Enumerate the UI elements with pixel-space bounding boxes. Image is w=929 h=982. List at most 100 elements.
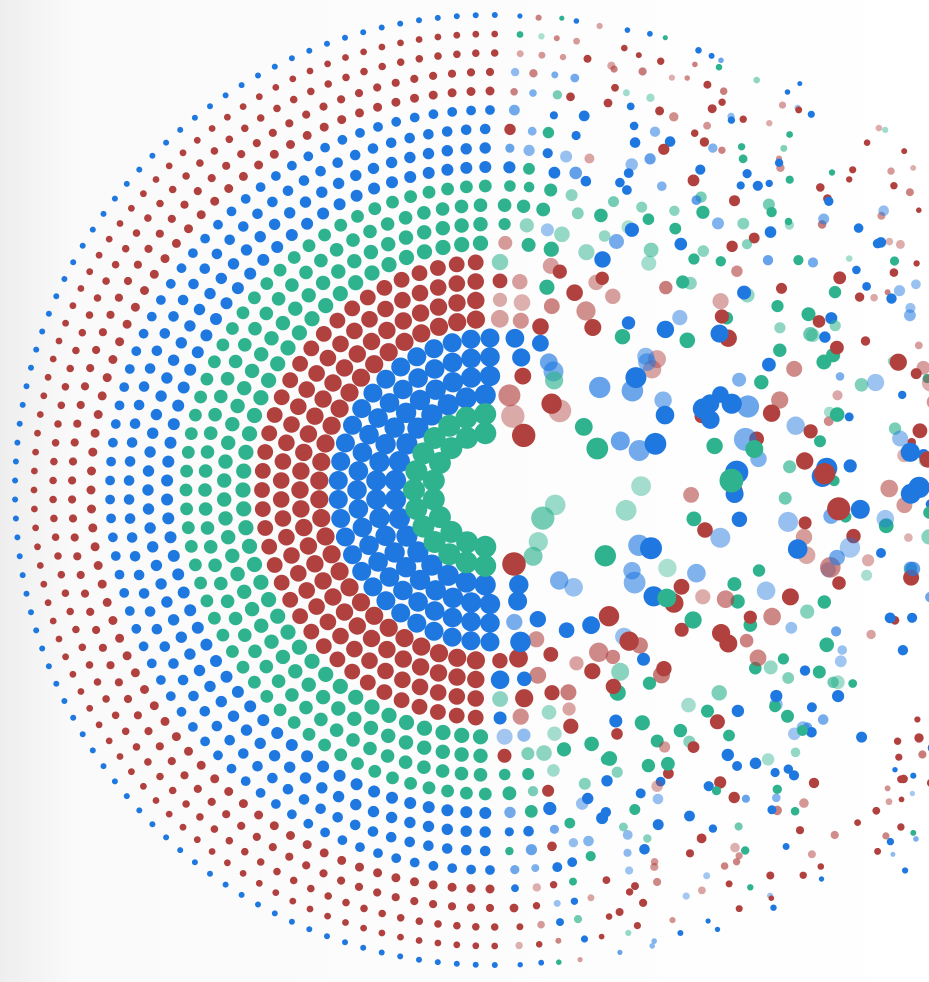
dot (416, 55, 424, 63)
dot (684, 75, 690, 81)
dot (72, 347, 80, 355)
dot (434, 52, 442, 60)
dot (503, 161, 515, 173)
dot (505, 847, 513, 855)
dot (716, 64, 723, 71)
dot (117, 753, 124, 760)
dot (360, 290, 376, 306)
dot (572, 207, 584, 219)
dot (397, 914, 405, 922)
dot (361, 311, 378, 328)
dot (555, 938, 561, 944)
dot (40, 392, 47, 399)
dot (718, 58, 724, 64)
dot (474, 198, 488, 212)
dot (217, 492, 231, 506)
dot (307, 68, 314, 75)
dot (386, 812, 397, 823)
dot (608, 196, 619, 207)
dot (556, 918, 564, 926)
dot (50, 356, 57, 363)
dot (255, 463, 271, 479)
dot (472, 942, 479, 949)
dot (586, 438, 608, 460)
dot (188, 248, 198, 258)
dot (913, 423, 928, 438)
dot (238, 445, 253, 460)
dot (623, 89, 630, 96)
dot (314, 254, 328, 268)
dot (212, 249, 223, 260)
dot (270, 821, 279, 830)
dot (910, 830, 916, 836)
dot (161, 494, 173, 506)
dot (712, 217, 724, 229)
dot (504, 180, 516, 192)
dot (37, 411, 44, 418)
dot (150, 701, 159, 710)
dot (302, 861, 310, 869)
dot (342, 939, 348, 945)
dot (256, 788, 266, 798)
dot (254, 347, 268, 361)
dot (364, 699, 379, 714)
dot (344, 301, 360, 317)
dot (270, 356, 285, 371)
dot (224, 859, 231, 866)
dot (317, 761, 329, 773)
dot (272, 674, 286, 688)
dot (846, 255, 853, 262)
dot (582, 616, 600, 634)
dot (529, 532, 548, 551)
dot (461, 631, 480, 650)
dot (381, 237, 395, 251)
dot (238, 748, 249, 759)
dot (386, 772, 399, 785)
dot (506, 614, 522, 630)
dot (604, 99, 613, 108)
dot (213, 750, 223, 760)
dot (430, 298, 447, 315)
dot (378, 322, 395, 339)
dot (31, 506, 38, 513)
dot (766, 120, 772, 126)
dot (272, 64, 278, 70)
dot (692, 62, 698, 68)
dot (91, 429, 100, 438)
dot (307, 906, 314, 913)
dot (736, 852, 743, 859)
dot (351, 757, 364, 770)
dot (94, 678, 102, 686)
dot (50, 618, 57, 625)
dot (663, 35, 668, 40)
dot (176, 632, 187, 643)
dot (441, 785, 454, 798)
dot (226, 645, 239, 658)
dot (522, 238, 536, 252)
dot (640, 537, 662, 559)
dot (657, 181, 667, 191)
dot (910, 165, 916, 171)
dot (90, 747, 96, 753)
dot (448, 902, 456, 910)
dot (300, 196, 311, 207)
dot (91, 542, 100, 551)
dot (491, 31, 498, 38)
dot (896, 240, 905, 249)
dot (425, 359, 445, 379)
dot (155, 578, 166, 589)
dot (229, 612, 243, 626)
dot (214, 577, 228, 591)
dot (208, 798, 216, 806)
dot (168, 311, 179, 322)
dot (235, 482, 250, 497)
dot (528, 127, 537, 136)
dot (611, 84, 619, 92)
dot (525, 805, 538, 818)
dot (524, 145, 535, 156)
dot (550, 825, 559, 834)
dot (543, 647, 558, 662)
dot (290, 877, 298, 885)
dot (454, 961, 460, 967)
dot (832, 390, 842, 400)
